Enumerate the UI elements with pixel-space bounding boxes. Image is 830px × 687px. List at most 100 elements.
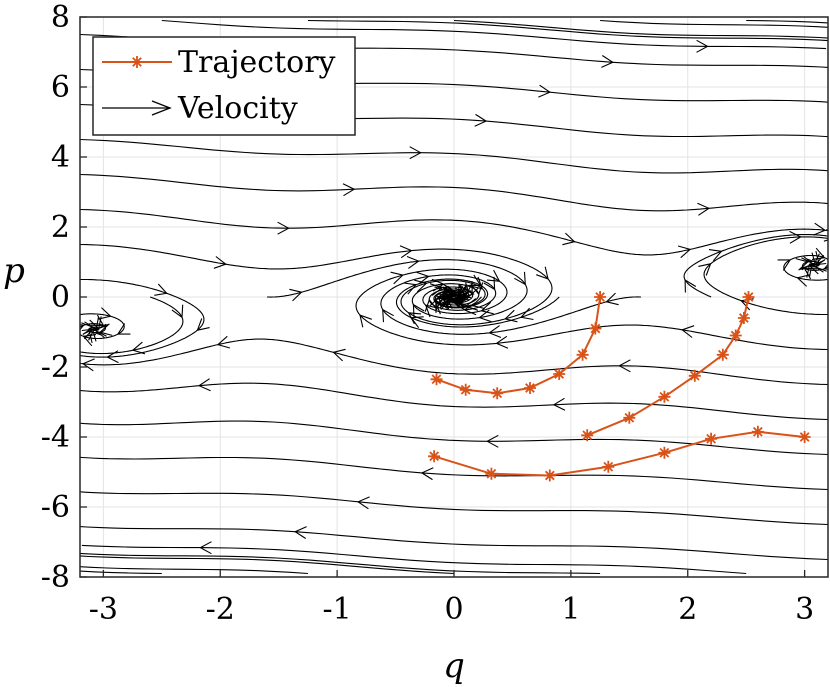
velocity-arrowhead xyxy=(429,296,442,310)
velocity-arrowhead xyxy=(196,318,210,331)
trajectory-marker xyxy=(658,390,671,403)
velocity-arrowhead xyxy=(698,263,712,276)
velocity-streamline xyxy=(80,296,184,355)
velocity-arrowhead xyxy=(443,284,457,298)
velocity-streamline xyxy=(80,418,81,420)
velocity-arrowhead xyxy=(520,307,534,321)
velocity-arrowhead xyxy=(455,298,468,312)
velocity-arrowhead xyxy=(478,309,492,323)
velocity-streamline xyxy=(80,488,81,490)
velocity-arrowhead xyxy=(410,316,424,329)
velocity-streamline xyxy=(80,491,828,526)
velocity-streamline xyxy=(81,544,747,575)
velocity-arrowhead xyxy=(795,258,810,271)
velocity-streamline xyxy=(80,453,81,455)
velocity-streamline xyxy=(307,19,828,42)
velocity-streamline xyxy=(80,278,205,358)
y-tick-label: -8 xyxy=(41,560,70,595)
velocity-arrowhead xyxy=(684,279,697,293)
velocity-arrowhead xyxy=(424,298,438,312)
velocity-arrowhead xyxy=(796,274,810,287)
velocity-arrowhead xyxy=(538,84,552,98)
velocity-arrowhead xyxy=(406,255,420,269)
velocity-arrowhead xyxy=(289,288,303,302)
trajectory-marker xyxy=(716,348,729,361)
velocity-streamlines xyxy=(80,19,828,575)
velocity-arrowhead xyxy=(455,287,469,301)
velocity-arrowhead xyxy=(98,307,112,320)
trajectory-marker xyxy=(491,387,504,400)
y-tick-label: -4 xyxy=(41,420,70,455)
x-tick-label: 3 xyxy=(795,592,814,627)
trajectory-line xyxy=(433,430,805,477)
velocity-arrowhead xyxy=(471,296,485,310)
velocity-streamline xyxy=(80,555,455,575)
trajectory-marker xyxy=(729,329,742,342)
velocity-arrowhead xyxy=(681,325,695,338)
velocity-arrowhead xyxy=(409,146,422,160)
x-axis-label: q xyxy=(443,646,465,686)
y-tick-label: 2 xyxy=(51,210,70,245)
velocity-arrowhead xyxy=(823,263,828,270)
y-tick-label: 8 xyxy=(51,0,70,35)
velocity-arrowhead xyxy=(171,304,184,319)
velocity-arrowhead xyxy=(801,256,815,269)
velocity-arrowhead xyxy=(197,378,211,392)
velocity-streamline xyxy=(80,348,81,350)
trajectory-marker xyxy=(688,369,701,382)
y-tick-label: -2 xyxy=(41,350,70,385)
velocity-arrowhead xyxy=(116,323,131,335)
velocity-arrowhead xyxy=(708,249,723,262)
velocity-arrowhead xyxy=(504,309,518,323)
velocity-streamline xyxy=(703,236,828,316)
velocity-arrowhead xyxy=(213,256,227,269)
velocity-arrowhead xyxy=(332,348,346,362)
trajectory-marker xyxy=(742,291,755,303)
velocity-streamline xyxy=(600,19,828,28)
velocity-arrowhead xyxy=(390,271,404,285)
y-tick-label: 6 xyxy=(51,70,70,105)
velocity-streamline xyxy=(453,19,828,39)
velocity-arrowhead xyxy=(382,308,394,323)
velocity-arrowhead xyxy=(93,325,107,338)
x-tick-label: 2 xyxy=(678,592,697,627)
velocity-arrowhead xyxy=(414,279,428,293)
trajectory-marker xyxy=(737,312,750,324)
trajectory-marker xyxy=(131,56,143,68)
velocity-arrowhead xyxy=(813,222,827,236)
velocity-streamline xyxy=(267,259,528,320)
velocity-arrowhead xyxy=(601,55,614,68)
velocity-arrowhead xyxy=(618,359,631,373)
trajectory-marker xyxy=(602,460,615,473)
velocity-arrowhead xyxy=(450,295,464,309)
x-tick-label: 0 xyxy=(444,592,463,627)
velocity-streamline xyxy=(80,383,81,385)
velocity-streamline xyxy=(80,138,828,174)
velocity-arrowhead xyxy=(424,304,439,318)
velocity-arrowhead xyxy=(777,259,792,271)
y-tick-label: 0 xyxy=(51,280,70,315)
velocity-streamline xyxy=(80,526,828,561)
velocity-arrowhead xyxy=(154,283,168,296)
velocity-arrowhead xyxy=(514,271,526,286)
x-axis-ticks: -3 -2 -1 0 1 2 3 xyxy=(89,570,814,627)
velocity-arrowhead xyxy=(420,467,434,481)
trajectory-marker xyxy=(751,425,764,438)
velocity-arrowhead xyxy=(677,245,692,259)
velocity-arrowhead xyxy=(80,324,85,331)
velocity-arrowhead xyxy=(412,303,425,318)
trajectory-marker xyxy=(430,373,443,386)
velocity-arrowhead xyxy=(356,496,370,510)
trajectory-marker xyxy=(798,431,811,443)
trajectory-marker xyxy=(485,467,498,480)
legend-box xyxy=(92,36,356,136)
velocity-arrowhead xyxy=(474,113,488,127)
trajectory-marker xyxy=(581,429,594,442)
velocity-streamline xyxy=(80,420,828,456)
y-axis-ticks: -8 -6 -4 -2 0 2 4 6 8 xyxy=(41,0,87,595)
velocity-arrowhead xyxy=(399,245,413,259)
y-tick-label: 4 xyxy=(51,140,70,175)
trajectory-marker xyxy=(576,348,589,361)
velocity-arrowhead xyxy=(81,358,95,372)
velocity-arrowhead xyxy=(470,282,484,296)
